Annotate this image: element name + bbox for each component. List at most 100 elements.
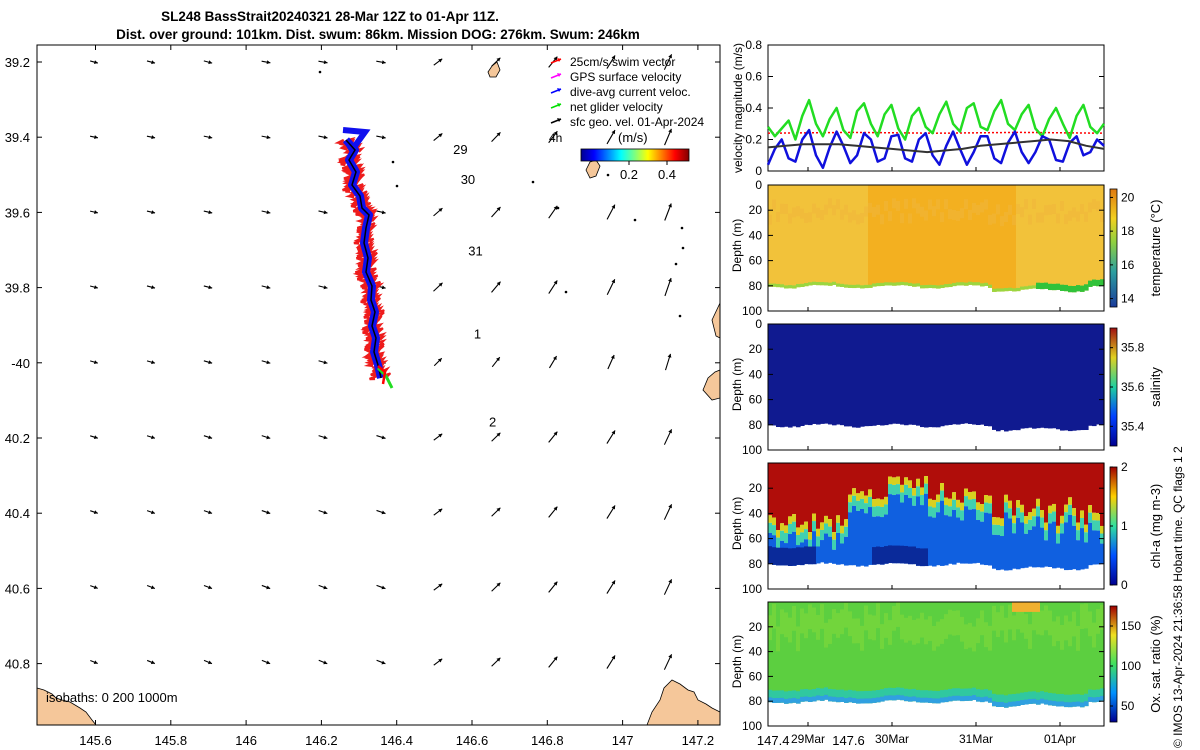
current-arrow-head bbox=[611, 580, 616, 585]
velocity-y-label: velocity magnitude (m/s) bbox=[731, 43, 745, 173]
current-arrow-head bbox=[437, 358, 442, 363]
swim-vector bbox=[376, 311, 385, 318]
islet bbox=[531, 180, 535, 184]
swim-vector bbox=[377, 365, 387, 385]
current-arrow-head bbox=[151, 285, 156, 290]
current-arrow-head bbox=[668, 579, 672, 584]
legend-label: GPS surface velocity bbox=[570, 70, 681, 84]
current-arrow-head bbox=[553, 56, 558, 61]
current-arrow-head bbox=[553, 131, 558, 136]
legend-arrow-head bbox=[557, 103, 561, 107]
current-arrow-head bbox=[323, 585, 328, 590]
current-arrow-head bbox=[438, 133, 443, 138]
day-label: 31 bbox=[468, 244, 482, 259]
current-arrow-head bbox=[496, 507, 501, 512]
current-arrow-head bbox=[381, 585, 386, 590]
map-colorbar bbox=[580, 148, 690, 162]
current-arrow-field bbox=[89, 54, 673, 670]
section-y-tick-label: 20 bbox=[749, 481, 763, 495]
map-colorbar-tick-2: 0.4 bbox=[658, 167, 676, 182]
current-arrow-head bbox=[553, 431, 558, 436]
velocity-y-tick-label: 0.6 bbox=[745, 70, 762, 84]
current-arrow-head bbox=[208, 60, 213, 65]
current-arrow-head bbox=[611, 204, 616, 209]
current-arrow-head bbox=[668, 128, 672, 133]
section-y-tick-label: 100 bbox=[742, 304, 762, 318]
current-arrow-head bbox=[611, 655, 616, 660]
current-arrow-head bbox=[496, 582, 501, 587]
current-arrow-head bbox=[151, 360, 155, 365]
legend-arrow-head bbox=[557, 88, 561, 92]
current-arrow-head bbox=[496, 132, 501, 137]
current-arrow-head bbox=[610, 354, 615, 359]
current-arrow-head bbox=[207, 660, 212, 665]
section-y-tick-label: 40 bbox=[749, 506, 763, 520]
colorbar-tick-label: 1 bbox=[1121, 519, 1128, 533]
section-y-tick-label: 60 bbox=[749, 532, 763, 546]
map-y-ticks: 39.2 39.4 39.6 39.8 -40 40.2 40.4 40.6 40.8 bbox=[5, 55, 720, 672]
current-arrow-head bbox=[266, 210, 271, 215]
map-y-tick-label: 40.6 bbox=[5, 581, 30, 596]
section-y-tick-label: 60 bbox=[749, 254, 763, 268]
swim-vector bbox=[334, 138, 345, 145]
land-shape bbox=[646, 679, 721, 726]
current-arrow-head bbox=[150, 660, 155, 665]
time-tick-label: 29Mar bbox=[791, 732, 825, 746]
islet bbox=[395, 184, 399, 188]
colorbar-label: temperature (°C) bbox=[1148, 200, 1163, 297]
colorbar-label: Ox. sat. ratio (%) bbox=[1148, 615, 1163, 713]
section-axes bbox=[767, 323, 1105, 451]
colorbar-tick-label: 2 bbox=[1121, 460, 1128, 474]
current-arrow-head bbox=[93, 585, 98, 590]
legend-arrow-head bbox=[557, 118, 561, 122]
map-x-ticks: 145.6 145.8 146 146.2 146.4 146.6 146.8 147 147.… bbox=[79, 45, 865, 748]
legend-arrow-head bbox=[557, 73, 561, 77]
glider-path-line bbox=[345, 139, 382, 379]
section-y-tick-label: 0 bbox=[755, 178, 762, 192]
current-arrow-head bbox=[266, 510, 271, 515]
section-axes bbox=[767, 184, 1105, 312]
map-colorbar-unit: (m/s) bbox=[618, 130, 648, 145]
islet bbox=[606, 173, 610, 177]
section-panel-0: 0 20 40 60 80 100 Depth (m) 14 16 18 20 temperature… bbox=[730, 178, 1163, 318]
current-arrow-head bbox=[553, 356, 557, 361]
colorbar-tick-label: 100 bbox=[1121, 659, 1141, 673]
current-arrow-head bbox=[553, 656, 558, 661]
current-arrow-head bbox=[323, 660, 328, 665]
islet bbox=[633, 218, 637, 222]
current-arrow-head bbox=[93, 435, 98, 440]
current-arrow-head bbox=[151, 60, 156, 65]
velocity-y-tick-label: 0.2 bbox=[745, 133, 762, 147]
current-arrow-head bbox=[323, 285, 328, 290]
current-arrow-head bbox=[323, 360, 328, 365]
section-panel-1: 0 20 40 60 80 100 Depth (m) 35.4 35.6 35.8salinit… bbox=[730, 317, 1163, 457]
figure-subtitle: Dist. over ground: 101km. Dist. swum: 86… bbox=[116, 27, 640, 42]
velocity-y-tick-label: 0.4 bbox=[745, 101, 762, 115]
current-arrow-head bbox=[668, 429, 672, 434]
scale-label: 4h bbox=[549, 131, 562, 145]
current-arrow-head bbox=[323, 135, 328, 140]
current-arrow-head bbox=[381, 135, 386, 140]
current-arrow-head bbox=[496, 57, 501, 62]
map-y-tick-label: 39.2 bbox=[5, 55, 30, 70]
swim-vector bbox=[344, 192, 357, 199]
swim-vector bbox=[361, 284, 370, 291]
swim-vector bbox=[355, 254, 365, 260]
time-tick-label: 01Apr bbox=[1044, 732, 1076, 746]
colorbar-tick-label: 0 bbox=[1121, 578, 1128, 592]
section-y-label: Depth (m) bbox=[730, 358, 744, 411]
current-arrow-head bbox=[668, 654, 672, 659]
islet bbox=[318, 70, 322, 74]
current-arrow-head bbox=[496, 281, 501, 286]
current-arrow-head bbox=[438, 282, 443, 287]
current-arrow-head bbox=[323, 510, 328, 515]
current-arrow-head bbox=[438, 58, 443, 63]
current-arrow-head bbox=[611, 130, 615, 135]
islet bbox=[556, 206, 560, 210]
current-arrow-head bbox=[93, 660, 98, 665]
glider-track bbox=[334, 127, 394, 389]
current-arrow-head bbox=[668, 278, 672, 283]
map-x-tick-label: 146.4 bbox=[380, 733, 413, 748]
